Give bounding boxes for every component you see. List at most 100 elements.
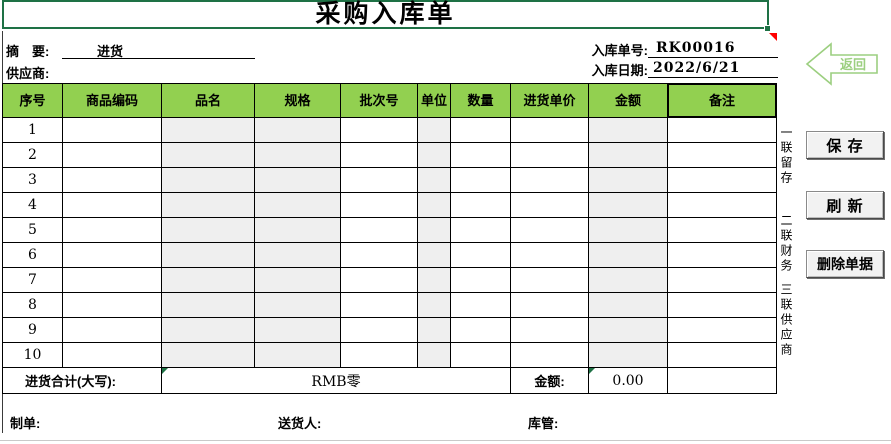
item-cell[interactable] (255, 293, 341, 318)
item-cell[interactable] (418, 268, 451, 293)
item-cell[interactable] (162, 143, 255, 168)
item-cell[interactable] (255, 118, 341, 143)
order-date-value[interactable]: 2022/6/21 (653, 60, 741, 76)
item-cell[interactable] (255, 318, 341, 343)
item-cell[interactable] (255, 168, 341, 193)
item-cell[interactable] (511, 293, 589, 318)
item-cell[interactable] (451, 218, 511, 243)
item-cell[interactable] (418, 293, 451, 318)
item-cell[interactable] (668, 193, 776, 218)
item-cell[interactable] (511, 218, 589, 243)
item-cell[interactable] (668, 343, 776, 368)
item-cell[interactable] (589, 268, 668, 293)
save-button[interactable]: 保 存 (806, 131, 884, 159)
item-cell[interactable] (451, 168, 511, 193)
item-cell[interactable] (63, 218, 162, 243)
item-cell[interactable] (341, 268, 418, 293)
item-cell[interactable] (162, 193, 255, 218)
item-cell[interactable] (255, 193, 341, 218)
item-cell[interactable] (255, 268, 341, 293)
item-cell[interactable] (451, 343, 511, 368)
item-cell[interactable] (341, 118, 418, 143)
item-cell[interactable] (341, 218, 418, 243)
item-cell[interactable] (162, 243, 255, 268)
item-cell[interactable] (589, 218, 668, 243)
item-cell[interactable] (162, 168, 255, 193)
item-cell[interactable] (668, 118, 776, 143)
item-cell[interactable] (341, 168, 418, 193)
item-cell[interactable] (511, 318, 589, 343)
item-cell[interactable] (511, 243, 589, 268)
item-cell[interactable] (255, 243, 341, 268)
delete-document-button[interactable]: 删除单据 (806, 250, 884, 278)
item-cell[interactable] (341, 143, 418, 168)
item-cell[interactable] (418, 118, 451, 143)
item-cell[interactable] (418, 168, 451, 193)
item-cell[interactable] (668, 293, 776, 318)
item-cell[interactable] (162, 218, 255, 243)
item-cell[interactable] (418, 218, 451, 243)
item-cell[interactable] (668, 268, 776, 293)
total-remark-cell[interactable] (668, 368, 776, 393)
item-cell[interactable] (341, 243, 418, 268)
item-cell[interactable] (589, 293, 668, 318)
item-cell[interactable] (451, 143, 511, 168)
item-cell[interactable] (418, 243, 451, 268)
selection-fill-handle[interactable] (764, 25, 771, 32)
item-cell[interactable] (255, 218, 341, 243)
item-cell[interactable] (341, 193, 418, 218)
item-cell[interactable] (511, 193, 589, 218)
item-cell[interactable] (668, 243, 776, 268)
item-cell[interactable] (511, 118, 589, 143)
refresh-button[interactable]: 刷 新 (806, 191, 884, 219)
item-cell[interactable] (162, 293, 255, 318)
item-cell[interactable] (418, 343, 451, 368)
item-cell[interactable] (63, 318, 162, 343)
item-cell[interactable] (341, 318, 418, 343)
item-cell[interactable] (511, 343, 589, 368)
item-cell[interactable] (418, 318, 451, 343)
item-cell[interactable] (418, 193, 451, 218)
item-cell[interactable] (668, 143, 776, 168)
item-cell[interactable] (451, 118, 511, 143)
item-cell[interactable] (511, 268, 589, 293)
item-cell[interactable] (255, 343, 341, 368)
item-cell[interactable] (589, 318, 668, 343)
item-cell[interactable] (162, 268, 255, 293)
item-cell[interactable] (589, 118, 668, 143)
item-cell[interactable] (63, 243, 162, 268)
item-cell[interactable] (589, 243, 668, 268)
item-cell[interactable] (63, 268, 162, 293)
item-cell[interactable] (63, 193, 162, 218)
item-cell[interactable] (589, 343, 668, 368)
item-cell[interactable] (162, 318, 255, 343)
item-cell[interactable] (589, 168, 668, 193)
item-cell[interactable] (668, 318, 776, 343)
item-cell[interactable] (341, 293, 418, 318)
item-cell[interactable] (511, 168, 589, 193)
order-no-value[interactable]: RK00016 (656, 40, 736, 56)
item-cell[interactable] (451, 193, 511, 218)
item-cell[interactable] (255, 143, 341, 168)
item-cell[interactable] (63, 118, 162, 143)
item-cell[interactable] (162, 343, 255, 368)
item-cell[interactable] (341, 343, 418, 368)
item-cell[interactable] (451, 318, 511, 343)
item-cell[interactable] (162, 118, 255, 143)
item-cell[interactable] (451, 243, 511, 268)
total-in-words-cell[interactable]: RMB零 (162, 368, 511, 393)
item-cell[interactable] (63, 293, 162, 318)
item-cell[interactable] (63, 168, 162, 193)
back-button[interactable]: 返回 (804, 41, 880, 87)
item-cell[interactable] (668, 218, 776, 243)
total-amount-cell[interactable]: 0.00 (589, 368, 668, 393)
item-cell[interactable] (451, 293, 511, 318)
item-cell[interactable] (589, 143, 668, 168)
item-cell[interactable] (63, 343, 162, 368)
item-cell[interactable] (63, 143, 162, 168)
item-cell[interactable] (511, 143, 589, 168)
item-cell[interactable] (418, 143, 451, 168)
item-cell[interactable] (589, 193, 668, 218)
summary-value[interactable]: 进货 (97, 44, 124, 59)
item-cell[interactable] (668, 168, 776, 193)
